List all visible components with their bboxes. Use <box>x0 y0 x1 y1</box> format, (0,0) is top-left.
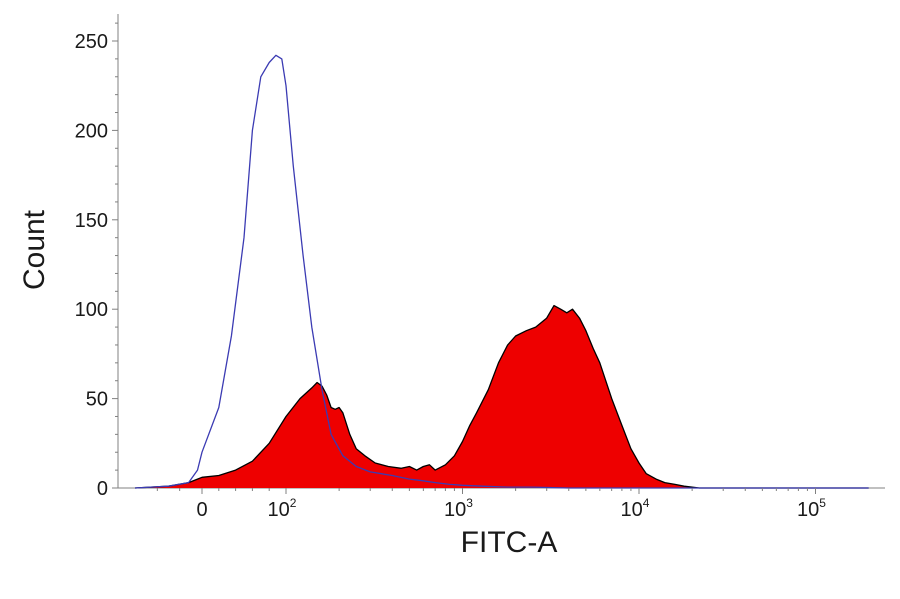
series-filled-edge <box>134 304 869 489</box>
y-axis-title: Count <box>18 209 51 290</box>
x-tick-exponent: 4 <box>643 496 650 510</box>
x-tick-exponent: 5 <box>819 496 826 510</box>
y-tick-label: 0 <box>97 478 108 500</box>
x-tick-label: 105 <box>797 496 826 521</box>
y-tick-label: 200 <box>75 120 108 142</box>
x-tick-base: 0 <box>196 499 207 521</box>
y-tick-label: 150 <box>75 210 108 232</box>
x-axis-title: FITC-A <box>461 526 558 559</box>
y-tick-label: 100 <box>75 299 108 321</box>
x-tick-base: 10 <box>268 499 290 521</box>
x-tick-base: 10 <box>797 499 819 521</box>
y-tick-label: 250 <box>75 31 108 53</box>
x-tick-base: 10 <box>444 499 466 521</box>
x-tick-label: 104 <box>621 496 650 521</box>
x-tick-exponent: 3 <box>466 496 473 510</box>
x-tick-label: 103 <box>444 496 473 521</box>
x-tick-base: 10 <box>621 499 643 521</box>
series-layer <box>134 54 869 489</box>
y-tick-label: 50 <box>86 389 108 411</box>
series-filled-area <box>135 305 869 488</box>
x-tick-exponent: 2 <box>290 496 297 510</box>
x-tick-label: 0 <box>196 499 207 521</box>
x-tick-label: 102 <box>268 496 297 521</box>
series-outline-line <box>134 54 869 489</box>
